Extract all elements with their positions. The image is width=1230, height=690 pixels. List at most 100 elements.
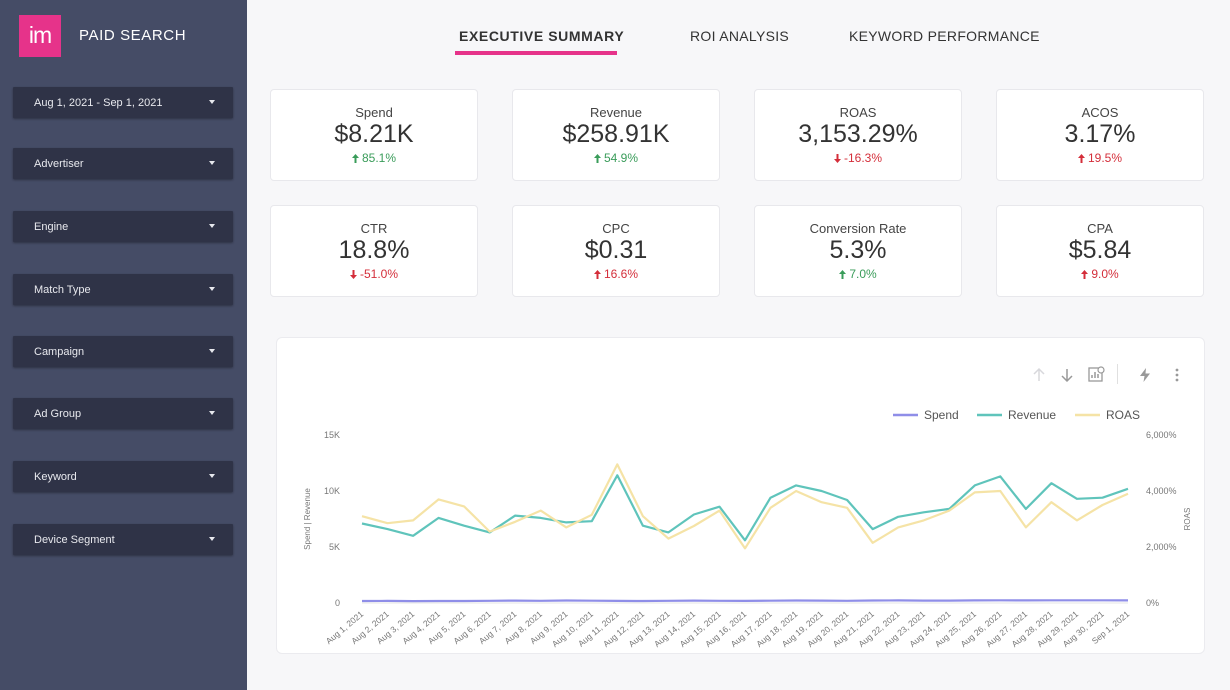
- kpi-card-cpa[interactable]: CPA $5.84 9.0%: [996, 205, 1204, 297]
- kpi-card-roas[interactable]: ROAS 3,153.29% -16.3%: [754, 89, 962, 181]
- toolbar-separator: [1117, 364, 1118, 384]
- caret-down-icon: [209, 537, 215, 541]
- kpi-value: 3.17%: [1064, 120, 1136, 148]
- y-left-tick-label: 15K: [324, 430, 340, 440]
- kpi-delta-value: -51.0%: [359, 267, 399, 281]
- kpi-delta: 54.9%: [513, 151, 719, 165]
- advertiser-filter[interactable]: Advertiser: [13, 148, 233, 179]
- y-right-tick-label: 6,000%: [1146, 430, 1177, 440]
- filter-label: Advertiser: [34, 158, 84, 170]
- legend-label-roas: ROAS: [1106, 408, 1140, 422]
- caret-down-icon: [209, 411, 215, 415]
- kpi-label: CPC: [602, 221, 630, 236]
- series-line-roas: [361, 463, 1129, 550]
- kpi-label: Conversion Rate: [809, 221, 907, 236]
- kpi-value: 5.3%: [829, 236, 887, 264]
- performance-chart-panel: 0 5K 10K 15K 0% 2,000% 4,000% 6,000% Spend | Rev…: [276, 337, 1205, 654]
- kpi-delta: 19.5%: [997, 151, 1203, 165]
- arrow-up-icon: [1081, 270, 1089, 279]
- arrow-up-icon: [593, 154, 601, 163]
- kpi-value: 18.8%: [338, 236, 410, 264]
- arrow-up-icon: [593, 270, 601, 279]
- filter-label: Keyword: [34, 471, 77, 483]
- arrow-up-icon: [351, 154, 359, 163]
- kpi-delta: -51.0%: [271, 267, 477, 281]
- kpi-delta-value: 7.0%: [849, 267, 877, 281]
- device-segment-filter[interactable]: Device Segment: [13, 524, 233, 555]
- ad-group-filter[interactable]: Ad Group: [13, 398, 233, 429]
- brand-logo[interactable]: im: [19, 15, 61, 57]
- filter-label: Campaign: [34, 346, 85, 358]
- date-range-filter[interactable]: Aug 1, 2021 - Sep 1, 2021: [13, 87, 233, 118]
- keyword-filter[interactable]: Keyword: [13, 461, 233, 492]
- kpi-delta: 9.0%: [997, 267, 1203, 281]
- kpi-label: ROAS: [839, 105, 877, 120]
- active-tab-indicator: [455, 51, 617, 55]
- caret-down-icon: [209, 100, 215, 104]
- kpi-delta: 16.6%: [513, 267, 719, 281]
- more-vertical-icon[interactable]: [1168, 366, 1186, 384]
- engine-filter[interactable]: Engine: [13, 211, 233, 242]
- y-left-tick-label: 0: [335, 598, 340, 608]
- filter-label: Device Segment: [34, 534, 115, 546]
- kpi-card-ctr[interactable]: CTR 18.8% -51.0%: [270, 205, 478, 297]
- kpi-delta-value: 85.1%: [361, 151, 397, 165]
- filter-label: Engine: [34, 221, 69, 233]
- arrow-up-icon: [839, 270, 847, 279]
- sidebar: im PAID SEARCH Aug 1, 2021 - Sep 1, 2021…: [0, 0, 247, 690]
- tab-roi-analysis[interactable]: ROI ANALYSIS: [690, 28, 790, 44]
- lightning-icon[interactable]: [1136, 366, 1154, 384]
- filter-label: Match Type: [34, 284, 91, 296]
- kpi-delta-value: 16.6%: [603, 267, 639, 281]
- kpi-delta: 7.0%: [755, 267, 961, 281]
- filter-label: Ad Group: [34, 408, 82, 420]
- caret-down-icon: [209, 287, 215, 291]
- y-right-tick-label: 0%: [1146, 598, 1159, 608]
- caret-down-icon: [209, 474, 215, 478]
- kpi-delta: -16.3%: [755, 151, 961, 165]
- kpi-value: $0.31: [584, 236, 648, 264]
- series-line-spend: [361, 599, 1129, 603]
- y-left-tick-label: 10K: [324, 486, 340, 496]
- arrow-down-icon[interactable]: [1058, 366, 1076, 384]
- filter-label: Aug 1, 2021 - Sep 1, 2021: [34, 97, 163, 109]
- legend-label-spend: Spend: [924, 408, 959, 422]
- arrow-down-icon: [833, 154, 841, 163]
- caret-down-icon: [209, 224, 215, 228]
- arrow-down-icon: [349, 270, 357, 279]
- y-right-tick-label: 2,000%: [1146, 542, 1177, 552]
- kpi-delta-value: -16.3%: [843, 151, 883, 165]
- kpi-label: Revenue: [589, 105, 643, 120]
- line-chart: 0 5K 10K 15K 0% 2,000% 4,000% 6,000% Spend | Rev…: [303, 408, 1192, 649]
- tab-keyword-performance[interactable]: KEYWORD PERFORMANCE: [849, 28, 1040, 44]
- y-right-axis-title: ROAS: [1183, 508, 1192, 531]
- arrow-up-icon[interactable]: [1030, 366, 1048, 384]
- y-left-tick-label: 5K: [329, 542, 340, 552]
- caret-down-icon: [209, 161, 215, 165]
- kpi-card-cpc[interactable]: CPC $0.31 16.6%: [512, 205, 720, 297]
- drill-icon[interactable]: [1087, 366, 1105, 384]
- kpi-value: $258.91K: [562, 120, 670, 148]
- y-left-axis-title: Spend | Revenue: [303, 488, 312, 550]
- kpi-delta-value: 9.0%: [1091, 267, 1119, 281]
- kpi-label: ACOS: [1081, 105, 1119, 120]
- campaign-filter[interactable]: Campaign: [13, 336, 233, 367]
- y-right-tick-label: 4,000%: [1146, 486, 1177, 496]
- kpi-value: 3,153.29%: [798, 120, 918, 148]
- kpi-card-acos[interactable]: ACOS 3.17% 19.5%: [996, 89, 1204, 181]
- kpi-card-conversion-rate[interactable]: Conversion Rate 5.3% 7.0%: [754, 205, 962, 297]
- kpi-value: $8.21K: [334, 120, 414, 148]
- kpi-delta-value: 19.5%: [1087, 151, 1123, 165]
- arrow-up-icon: [1077, 154, 1085, 163]
- match-type-filter[interactable]: Match Type: [13, 274, 233, 305]
- kpi-label: Spend: [355, 105, 393, 120]
- kpi-card-revenue[interactable]: Revenue $258.91K 54.9%: [512, 89, 720, 181]
- kpi-label: CPA: [1087, 221, 1113, 236]
- caret-down-icon: [209, 349, 215, 353]
- report-title: PAID SEARCH: [79, 27, 187, 44]
- legend-label-revenue: Revenue: [1008, 408, 1056, 422]
- tab-executive-summary[interactable]: EXECUTIVE SUMMARY: [459, 28, 625, 44]
- kpi-card-spend[interactable]: Spend $8.21K 85.1%: [270, 89, 478, 181]
- kpi-delta-value: 54.9%: [603, 151, 639, 165]
- kpi-label: CTR: [360, 221, 388, 236]
